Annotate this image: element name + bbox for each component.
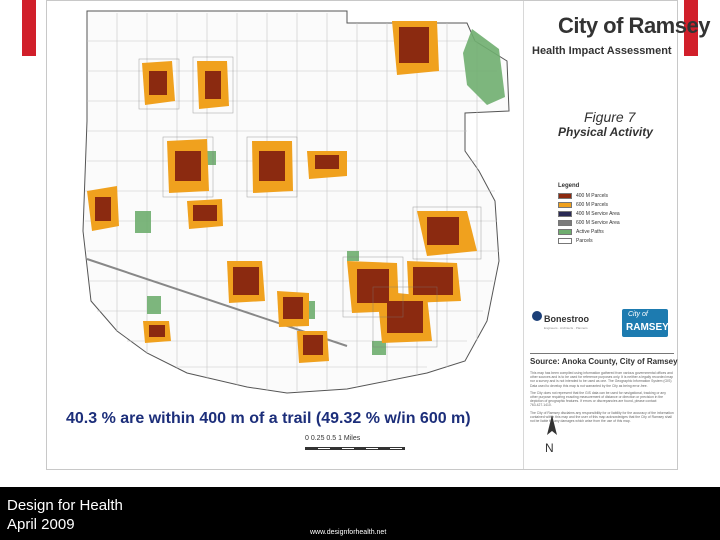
disclaimer-paragraph: This map has been compiled using informa… <box>530 371 673 388</box>
legend: Legend 400 M Parcels 600 M Parcels 400 M… <box>558 183 670 245</box>
legend-label: 600 M Parcels <box>576 201 608 208</box>
legend-label: 400 M Service Area <box>576 210 620 217</box>
legend-swatch <box>558 219 572 226</box>
ramsey-logo-big: RAMSEY <box>626 322 669 333</box>
legend-swatch <box>558 201 572 208</box>
north-label: N <box>545 441 554 455</box>
north-arrow-glyph <box>547 415 557 435</box>
legend-item: 600 M Service Area <box>558 218 670 227</box>
bonestroo-logo-icon <box>532 311 542 321</box>
legend-item: 400 M Service Area <box>558 209 670 218</box>
legend-item: 600 M Parcels <box>558 200 670 209</box>
parcel-map-drawing <box>82 10 510 394</box>
legend-item: Parcels <box>558 236 670 245</box>
disclaimer-paragraph: The City of Ramsey disclaims any respons… <box>530 410 674 424</box>
slide-footer: Design for Health April 2009 www.designf… <box>0 487 720 540</box>
parcel-map <box>47 1 521 469</box>
active-paths <box>135 29 505 355</box>
figure-name: Physical Activity <box>558 125 653 139</box>
legend-swatch <box>558 228 572 235</box>
ramsey-logo-small: City of <box>628 311 648 318</box>
map-figure: City of Ramsey Health Impact Assessment … <box>46 0 710 470</box>
legend-swatch <box>558 210 572 217</box>
footer-date: April 2009 <box>7 516 75 533</box>
accent-bar-right <box>684 0 698 56</box>
north-arrow-icon: N <box>543 415 561 455</box>
partner-logos: Bonestroo Engineers · Architects · Plann… <box>532 307 672 341</box>
ramsey-logo: City of RAMSEY <box>622 309 669 337</box>
slide-caption: 40.3 % are within 400 m of a trail (49.3… <box>66 410 471 427</box>
bonestroo-tagline: Engineers · Architects · Planners <box>544 326 588 330</box>
divider <box>530 353 674 354</box>
legend-title: Legend <box>558 183 580 189</box>
accent-bar-left <box>22 0 36 56</box>
map-sidebar: City of Ramsey Health Impact Assessment … <box>523 1 710 469</box>
legend-swatch <box>558 192 572 199</box>
legend-item: Active Paths <box>558 227 670 236</box>
figure-number: Figure 7 <box>584 109 636 125</box>
disclaimer: This map has been compiled using informa… <box>530 371 674 426</box>
parcels-400m <box>95 27 459 355</box>
legend-label: 400 M Parcels <box>576 192 608 199</box>
legend-swatch <box>558 237 572 244</box>
map-title: City of Ramsey <box>558 13 710 38</box>
legend-label: 600 M Service Area <box>576 219 620 226</box>
map-subtitle: Health Impact Assessment <box>532 45 672 57</box>
service-area <box>138 56 482 348</box>
disclaimer-paragraph: The City does not represent that the GIS… <box>530 390 666 408</box>
scale-label: 0 0.25 0.5 1 Miles <box>305 435 361 442</box>
scale-ruler <box>305 447 405 450</box>
bonestroo-logo: Bonestroo <box>544 314 589 324</box>
legend-item: 400 M Parcels <box>558 191 670 200</box>
footer-organization: Design for Health <box>7 497 123 514</box>
legend-label: Active Paths <box>576 228 604 235</box>
legend-label: Parcels <box>576 237 593 244</box>
source-credit: Source: Anoka County, City of Ramsey <box>530 357 678 366</box>
footer-url: www.designforhealth.net <box>310 529 387 536</box>
